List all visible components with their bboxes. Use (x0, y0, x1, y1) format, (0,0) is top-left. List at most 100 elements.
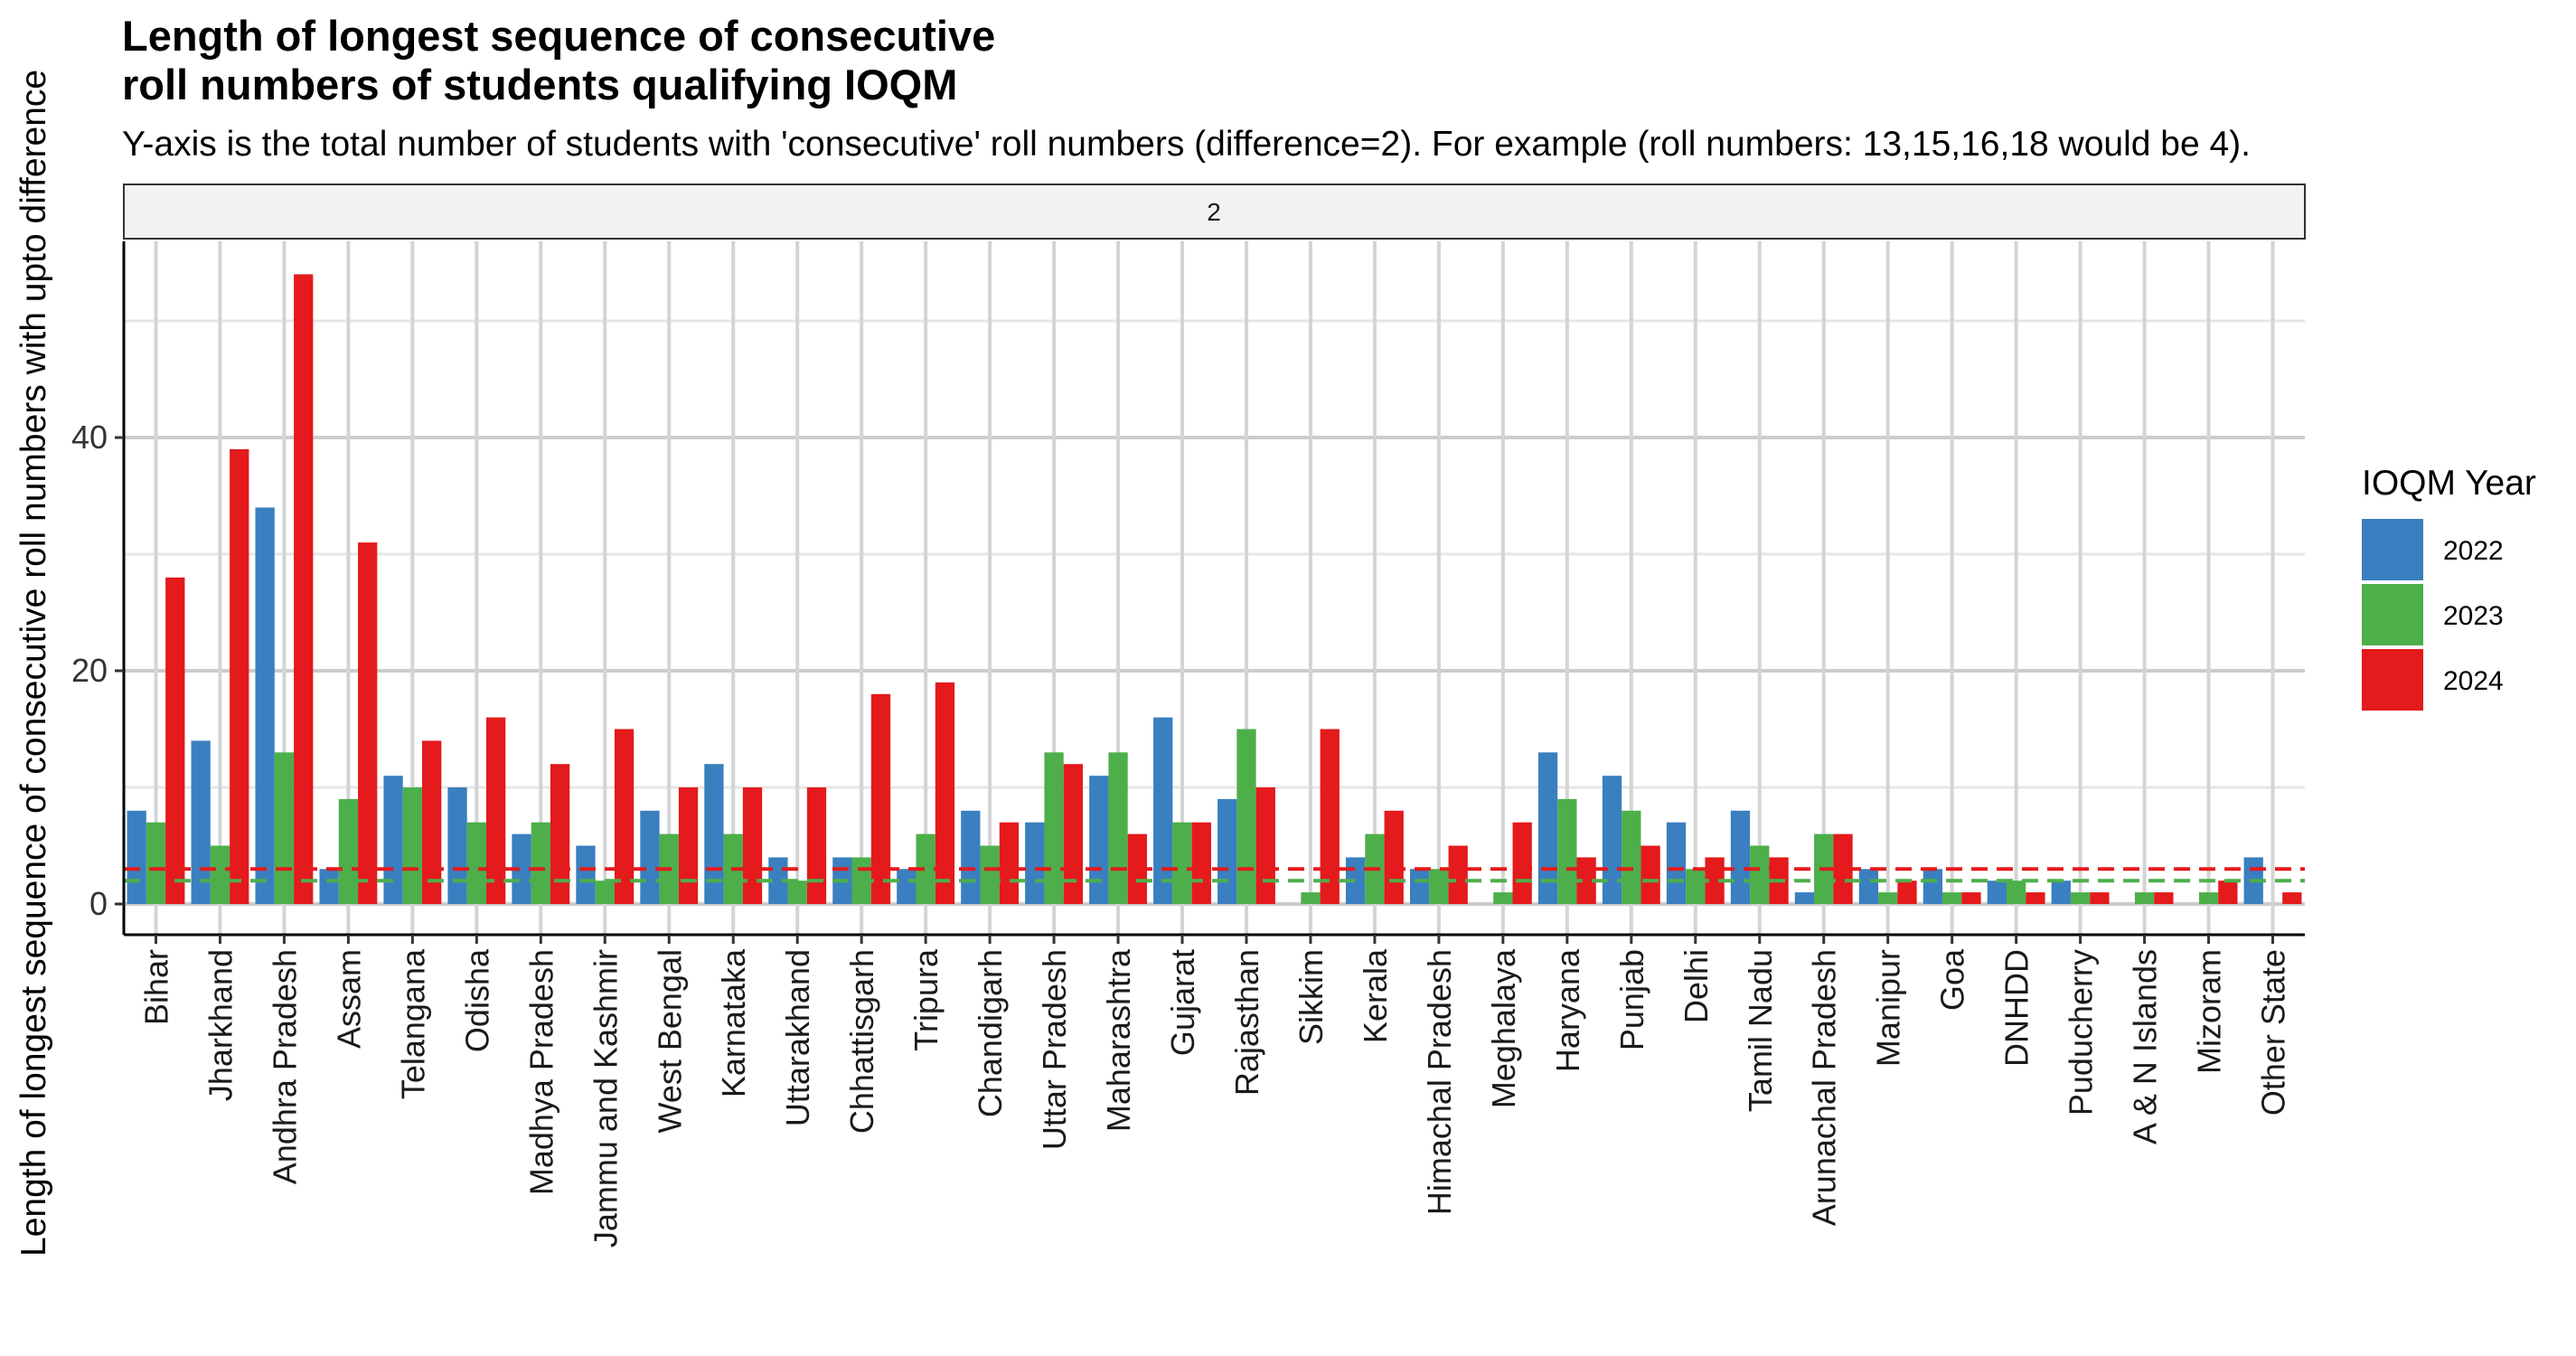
bar-2022 (1730, 810, 1751, 904)
legend-label-2023: 2023 (2443, 601, 2504, 631)
bar-2023 (1493, 892, 1513, 904)
bar-2023 (2006, 880, 2026, 904)
bar-2023 (274, 752, 295, 904)
x-tick-label: Sikkim (1293, 949, 1330, 1045)
x-tick-label: Rajasthan (1228, 949, 1265, 1096)
bar-2024 (1641, 845, 1660, 904)
chart-title-line-1: Length of longest sequence of consecutiv… (122, 12, 995, 60)
bar-2023 (2198, 892, 2219, 904)
bar-2023 (1750, 845, 1770, 904)
bar-2024 (2154, 892, 2174, 904)
chart-title-line-2: roll numbers of students qualifying IOQM (122, 61, 957, 108)
x-tick-label: Maharashtra (1100, 948, 1137, 1132)
legend-title: IOQM Year (2362, 464, 2536, 503)
bar-2024 (550, 764, 570, 904)
x-tick-label: Madhya Pradesh (522, 949, 559, 1195)
x-tick-label: Delhi (1678, 949, 1715, 1023)
x-tick-label: Telangana (394, 948, 431, 1099)
bar-2022 (1537, 752, 1558, 904)
legend: IOQM Year 2022 2023 2024 (2362, 464, 2536, 711)
y-tick-label: 0 (89, 885, 108, 922)
bar-2023 (1301, 892, 1321, 904)
y-tick-label: 40 (71, 419, 108, 456)
reference-lines (124, 867, 2305, 883)
bar-2023 (980, 845, 1000, 904)
bar-2022 (447, 787, 467, 904)
bar-2023 (1686, 869, 1706, 904)
bar-2024 (1063, 764, 1084, 904)
bar-2024 (806, 787, 827, 904)
bar-2024 (358, 542, 378, 904)
bar-2022 (704, 764, 724, 904)
x-tick-label: Tripura (907, 948, 945, 1051)
bar-2022 (1217, 798, 1237, 904)
x-tick-label: DNHDD (1998, 949, 2035, 1067)
x-tick-label: Andhra Pradesh (266, 949, 303, 1184)
bar-2023 (1942, 892, 1962, 904)
y-axis-title: Length of longest sequence of consecutiv… (14, 70, 53, 1257)
bar-2024 (742, 787, 763, 904)
bar-2024 (422, 740, 442, 904)
x-tick-label: Manipur (1870, 949, 1907, 1067)
x-tick-label: Punjab (1613, 949, 1650, 1050)
x-tick-label: Chhattisgarh (843, 949, 880, 1134)
x-tick-label: Karnataka (715, 948, 752, 1097)
bar-2024 (1961, 892, 1981, 904)
plot-bars (127, 274, 2302, 904)
x-tick-label: Bihar (137, 949, 174, 1025)
bar-2024 (230, 448, 249, 904)
bar-2022 (319, 869, 339, 904)
facet-strip-label: 2 (1207, 198, 1221, 226)
chart-subtitle: Y-axis is the total number of students w… (122, 125, 2251, 164)
bar-2024 (1833, 833, 1853, 904)
x-tick-label: Uttar Pradesh (1036, 949, 1073, 1150)
x-tick-label: Jharkhand (202, 949, 239, 1101)
bar-2023 (1429, 869, 1449, 904)
x-tick-label: A & N Islands (2127, 949, 2164, 1144)
bar-2024 (678, 787, 699, 904)
bar-2023 (1557, 798, 1577, 904)
bar-2022 (640, 810, 660, 904)
bar-2022 (961, 810, 981, 904)
bar-2023 (146, 822, 166, 904)
bar-2022 (512, 833, 531, 904)
bar-2023 (1044, 752, 1064, 904)
y-axis-ticks: 0 20 40 (71, 419, 124, 922)
bar-2023 (1236, 729, 1256, 904)
bar-2022 (1923, 869, 1943, 904)
x-tick-label: Himachal Pradesh (1421, 949, 1458, 1215)
bar-2022 (1987, 880, 2007, 904)
bar-2024 (165, 577, 185, 904)
bar-2023 (1622, 810, 1641, 904)
y-tick-label: 20 (71, 652, 108, 689)
bar-2024 (2282, 892, 2302, 904)
bar-2022 (383, 776, 403, 904)
bar-2024 (2026, 892, 2045, 904)
x-tick-label: Arunachal Pradesh (1806, 949, 1843, 1226)
legend-label-2022: 2022 (2443, 536, 2504, 566)
bar-2024 (2218, 880, 2238, 904)
bar-2022 (127, 810, 146, 904)
bar-2023 (338, 798, 359, 904)
bar-2024 (1255, 787, 1275, 904)
bar-2024 (1512, 822, 1532, 904)
bar-2024 (1191, 822, 1211, 904)
bar-2022 (1025, 822, 1045, 904)
bar-2023 (2134, 892, 2155, 904)
x-tick-label: West Bengal (651, 949, 688, 1133)
legend-label-2024: 2024 (2443, 666, 2504, 696)
bar-2022 (1409, 869, 1430, 904)
bar-2024 (1448, 845, 1468, 904)
bar-2024 (870, 693, 891, 904)
bar-2024 (614, 729, 635, 904)
x-tick-label: Mizoram (2191, 949, 2228, 1074)
x-tick-label: Haryana (1549, 948, 1586, 1072)
x-tick-label: Uttarakhand (779, 949, 816, 1126)
x-tick-label: Gujarat (1164, 949, 1201, 1056)
bar-2023 (595, 880, 615, 904)
bar-2023 (402, 787, 423, 904)
x-tick-label: Other State (2255, 949, 2292, 1116)
x-tick-label: Tamil Nadu (1742, 949, 1779, 1112)
bar-2024 (294, 274, 314, 904)
